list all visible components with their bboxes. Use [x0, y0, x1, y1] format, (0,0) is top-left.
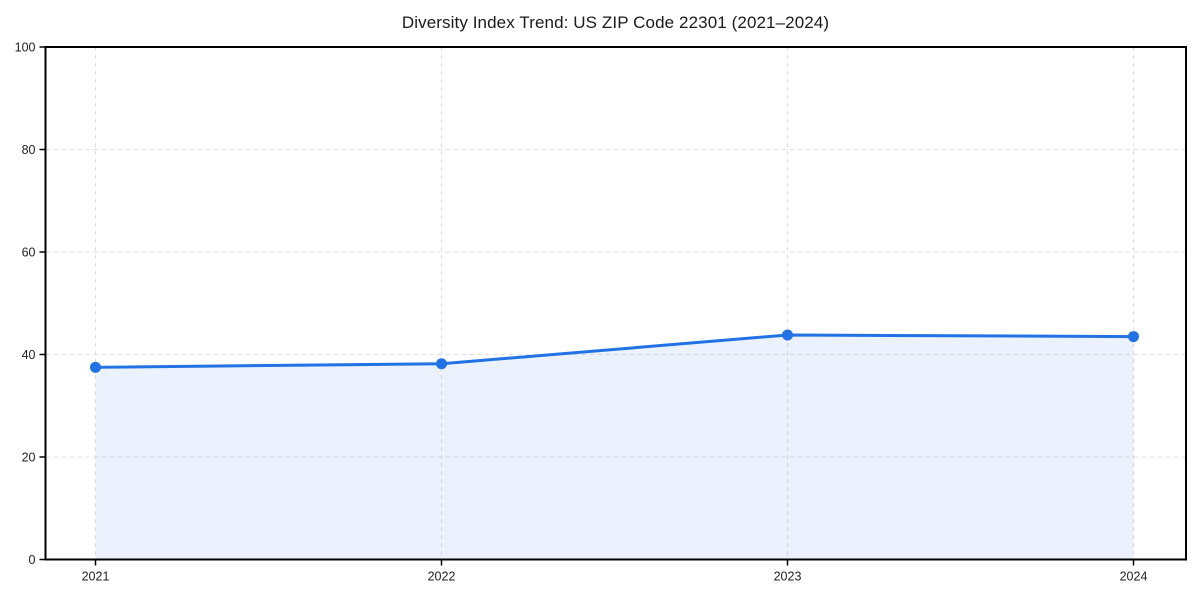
- x-tick-label: 2022: [428, 570, 456, 584]
- data-point: [1128, 331, 1139, 343]
- y-tick-label: 80: [22, 143, 36, 157]
- y-tick-label: 0: [29, 553, 36, 567]
- x-tick-label: 2023: [774, 570, 802, 584]
- x-tick-label: 2024: [1120, 570, 1148, 584]
- x-tick-label: 2021: [82, 570, 110, 584]
- plot-border: [44, 46, 1187, 561]
- area-fill: [95, 335, 1134, 560]
- y-tick-label: 100: [15, 41, 36, 55]
- y-tick-label: 20: [22, 451, 36, 465]
- data-point: [90, 361, 101, 373]
- data-point: [782, 329, 793, 341]
- y-tick-label: 60: [22, 246, 36, 260]
- chart-title: Diversity Index Trend: US ZIP Code 22301…: [401, 13, 830, 32]
- trend-line: [94, 333, 1135, 369]
- data-point: [436, 358, 447, 370]
- y-tick-label: 40: [22, 348, 36, 362]
